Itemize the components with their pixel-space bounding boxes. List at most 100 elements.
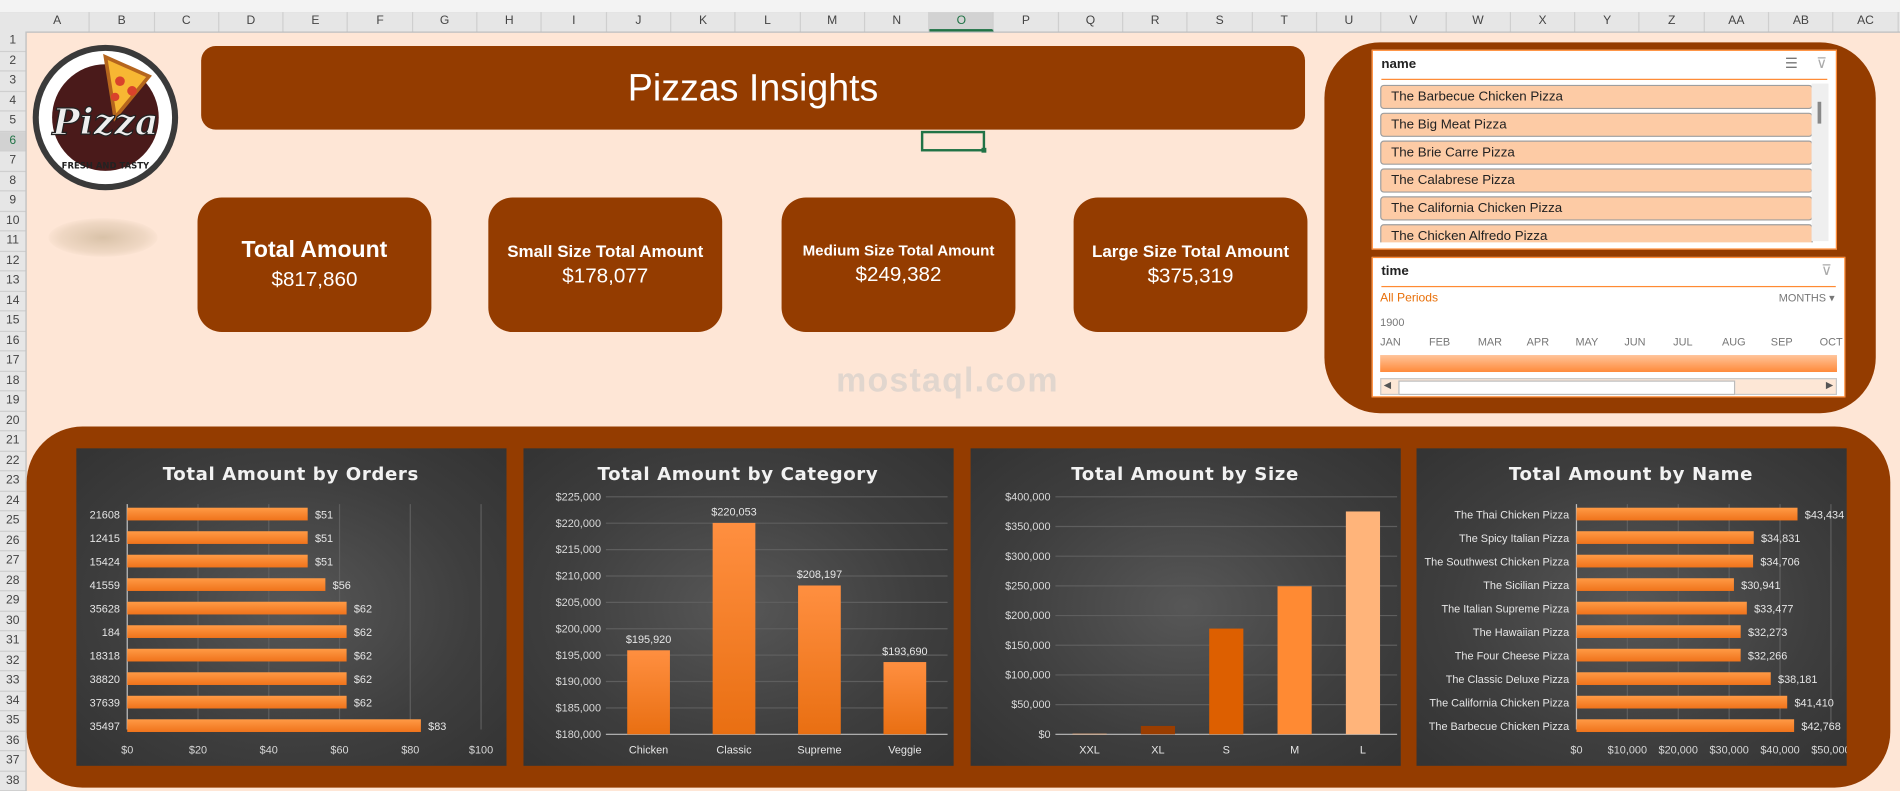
timeline-bar[interactable] bbox=[1380, 355, 1837, 373]
column-header[interactable]: U bbox=[1317, 12, 1382, 32]
row-header[interactable]: 12 bbox=[0, 251, 26, 272]
chart-orders[interactable]: Total Amount by Orders $0 $20 $40 $60 $80 $100… bbox=[76, 448, 507, 766]
row-header[interactable]: 38 bbox=[0, 771, 26, 791]
scroll-left-icon[interactable]: ◀ bbox=[1383, 379, 1392, 391]
row-header[interactable]: 18 bbox=[0, 371, 26, 392]
column-header[interactable]: D bbox=[219, 12, 284, 32]
name-slicer[interactable]: name ☰ ⊽ The Barbecue Chicken Pizza The B… bbox=[1371, 49, 1837, 250]
row-header[interactable]: 27 bbox=[0, 551, 26, 572]
row-header[interactable]: 19 bbox=[0, 391, 26, 412]
column-header[interactable]: Q bbox=[1059, 12, 1124, 32]
month-label[interactable]: OCT bbox=[1819, 335, 1843, 348]
row-header[interactable]: 17 bbox=[0, 351, 26, 372]
column-header[interactable]: P bbox=[994, 12, 1059, 32]
month-label[interactable]: JUL bbox=[1673, 335, 1693, 348]
column-header[interactable]: H bbox=[478, 12, 543, 32]
row-header[interactable]: 37 bbox=[0, 751, 26, 772]
month-label[interactable]: JAN bbox=[1380, 335, 1401, 348]
column-header[interactable]: V bbox=[1382, 12, 1447, 32]
row-header[interactable]: 33 bbox=[0, 671, 26, 692]
month-label[interactable]: MAY bbox=[1575, 335, 1599, 348]
row-header[interactable]: 11 bbox=[0, 231, 26, 252]
chart-name[interactable]: Total Amount by Name $0 $10,000 $20,000 $30,… bbox=[1416, 448, 1847, 766]
slicer-item[interactable]: The Big Meat Pizza bbox=[1380, 112, 1813, 137]
row-header[interactable]: 26 bbox=[0, 531, 26, 552]
time-slicer[interactable]: time ⊽ All Periods MONTHS ▾ 1900 JAN FEB M… bbox=[1371, 256, 1846, 398]
column-header[interactable]: F bbox=[348, 12, 413, 32]
row-header[interactable]: 10 bbox=[0, 211, 26, 232]
row-header[interactable]: 7 bbox=[0, 151, 26, 172]
time-level-dropdown[interactable]: MONTHS ▾ bbox=[1779, 292, 1835, 305]
column-header[interactable]: K bbox=[671, 12, 736, 32]
row-header[interactable]: 25 bbox=[0, 511, 26, 532]
column-header[interactable]: O bbox=[929, 12, 995, 32]
row-header[interactable]: 15 bbox=[0, 311, 26, 332]
scroll-right-icon[interactable]: ▶ bbox=[1825, 379, 1834, 391]
row-header[interactable]: 31 bbox=[0, 631, 26, 652]
month-label[interactable]: APR bbox=[1526, 335, 1550, 348]
slicer-item[interactable]: The Calabrese Pizza bbox=[1380, 168, 1813, 193]
clear-filter-icon[interactable]: ⊽ bbox=[1821, 261, 1832, 279]
column-header[interactable]: B bbox=[90, 12, 155, 32]
vertical-scrollbar[interactable] bbox=[1811, 83, 1829, 242]
month-label[interactable]: FEB bbox=[1428, 335, 1451, 348]
column-header[interactable]: N bbox=[865, 12, 930, 32]
chart-size[interactable]: Total Amount by Size $0 $50,000 $100,000 $15… bbox=[970, 448, 1401, 766]
row-header[interactable]: 23 bbox=[0, 471, 26, 492]
row-header[interactable]: 5 bbox=[0, 111, 26, 132]
slicer-item[interactable]: The California Chicken Pizza bbox=[1380, 196, 1813, 221]
row-header[interactable]: 35 bbox=[0, 711, 26, 732]
chart-category[interactable]: Total Amount by Category $180,000 $185,000… bbox=[523, 448, 954, 766]
column-header[interactable]: X bbox=[1511, 12, 1576, 32]
row-header[interactable]: 20 bbox=[0, 411, 26, 432]
column-header[interactable]: R bbox=[1123, 12, 1188, 32]
row-header[interactable]: 22 bbox=[0, 451, 26, 472]
column-header[interactable]: I bbox=[542, 12, 607, 32]
row-header[interactable]: 34 bbox=[0, 691, 26, 712]
scroll-thumb[interactable] bbox=[1398, 380, 1736, 396]
column-header[interactable]: AA bbox=[1705, 12, 1770, 32]
row-header[interactable]: 8 bbox=[0, 171, 26, 192]
month-label[interactable]: AUG bbox=[1721, 335, 1746, 348]
row-header[interactable]: 29 bbox=[0, 591, 26, 612]
column-header[interactable]: E bbox=[284, 12, 349, 32]
column-header[interactable]: M bbox=[800, 12, 866, 32]
row-header[interactable]: 32 bbox=[0, 651, 26, 672]
multi-select-icon[interactable]: ☰ bbox=[1784, 54, 1798, 72]
column-header[interactable]: L bbox=[736, 12, 801, 32]
row-header[interactable]: 21 bbox=[0, 431, 26, 452]
row-header[interactable]: 30 bbox=[0, 611, 26, 632]
slicer-item[interactable]: The Brie Carre Pizza bbox=[1380, 140, 1813, 165]
column-header[interactable]: C bbox=[155, 12, 220, 32]
slicer-item[interactable]: The Barbecue Chicken Pizza bbox=[1380, 84, 1813, 110]
timeline-scrollbar[interactable]: ◀ ▶ bbox=[1380, 378, 1837, 396]
slicer-item[interactable]: The Chicken Alfredo Pizza bbox=[1380, 224, 1813, 243]
row-header[interactable]: 1 bbox=[0, 32, 26, 52]
selected-cell[interactable] bbox=[920, 130, 987, 153]
column-header[interactable]: Z bbox=[1640, 12, 1705, 32]
scroll-thumb[interactable] bbox=[1817, 101, 1822, 124]
column-header[interactable]: J bbox=[607, 12, 672, 32]
column-header[interactable]: AB bbox=[1769, 12, 1834, 32]
row-header[interactable]: 24 bbox=[0, 491, 26, 512]
column-header[interactable]: S bbox=[1188, 12, 1253, 32]
month-label[interactable]: JUN bbox=[1624, 335, 1646, 348]
clear-filter-icon[interactable]: ⊽ bbox=[1816, 54, 1828, 72]
column-header[interactable]: A bbox=[25, 12, 91, 32]
column-header[interactable]: G bbox=[413, 12, 478, 32]
row-header[interactable]: 9 bbox=[0, 191, 26, 212]
column-header[interactable]: T bbox=[1253, 12, 1318, 32]
row-header[interactable]: 3 bbox=[0, 71, 26, 92]
month-label[interactable]: MAR bbox=[1477, 335, 1503, 348]
row-header[interactable]: 36 bbox=[0, 731, 26, 752]
row-header[interactable]: 13 bbox=[0, 271, 26, 292]
column-header[interactable]: AC bbox=[1834, 12, 1899, 32]
row-header[interactable]: 6 bbox=[0, 131, 26, 152]
row-header[interactable]: 14 bbox=[0, 291, 26, 312]
row-header[interactable]: 28 bbox=[0, 571, 26, 592]
column-header[interactable]: Y bbox=[1575, 12, 1641, 32]
month-label[interactable]: SEP bbox=[1770, 335, 1793, 348]
row-header[interactable]: 16 bbox=[0, 331, 26, 352]
row-header[interactable]: 2 bbox=[0, 51, 26, 72]
column-header[interactable]: W bbox=[1446, 12, 1511, 32]
